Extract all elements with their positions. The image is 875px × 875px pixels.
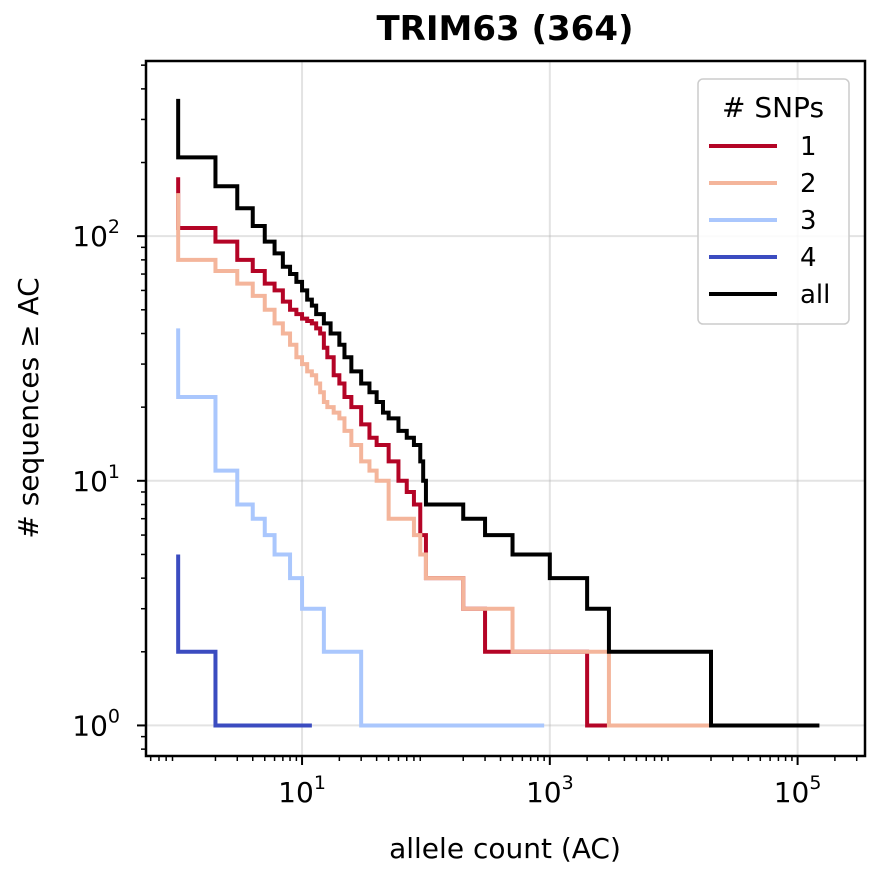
x-tick-label: 105 xyxy=(774,772,822,809)
x-tick-exponent: 3 xyxy=(562,772,574,794)
plot-frame xyxy=(144,59,867,758)
series-line-2 xyxy=(176,193,711,728)
x-axis-label: allele count (AC) xyxy=(389,832,621,865)
y-tick-exponent: 2 xyxy=(108,216,120,238)
y-tick-exponent: 1 xyxy=(108,461,120,483)
legend-label-all: all xyxy=(800,280,830,310)
legend: # SNPs 1 2 3 4 all xyxy=(697,78,850,325)
x-tick-label: 101 xyxy=(278,772,326,809)
x-tick-exponent: 1 xyxy=(314,772,326,794)
series-line-all xyxy=(176,98,820,728)
y-tick-label: 102 xyxy=(72,216,120,253)
x-tick-exponent: 5 xyxy=(809,772,821,794)
legend-label-3: 3 xyxy=(800,206,817,236)
x-tick-label: 103 xyxy=(526,772,574,809)
legend-box xyxy=(697,78,850,325)
y-tick-exponent: 0 xyxy=(108,705,120,727)
x-tick-base: 10 xyxy=(278,776,314,809)
y-axis-label: # sequences ≥ AC xyxy=(12,277,45,538)
x-tick-base: 10 xyxy=(526,776,562,809)
y-tick-label: 101 xyxy=(72,461,120,498)
x-tick-base: 10 xyxy=(774,776,810,809)
y-tick-label: 100 xyxy=(72,705,120,742)
legend-label-2: 2 xyxy=(800,169,817,199)
series-line-1 xyxy=(176,177,609,728)
legend-label-1: 1 xyxy=(800,132,817,162)
series-line-3 xyxy=(176,328,545,728)
series-group xyxy=(176,98,820,728)
y-tick-base: 10 xyxy=(72,709,108,742)
y-tick-base: 10 xyxy=(72,220,108,253)
chart-title: TRIM63 (364) xyxy=(376,9,633,49)
legend-label-4: 4 xyxy=(800,243,817,273)
legend-entries: 1 2 3 4 all xyxy=(709,132,830,310)
y-tick-base: 10 xyxy=(72,465,108,498)
series-line-4 xyxy=(176,554,312,728)
legend-title: # SNPs xyxy=(722,91,824,124)
